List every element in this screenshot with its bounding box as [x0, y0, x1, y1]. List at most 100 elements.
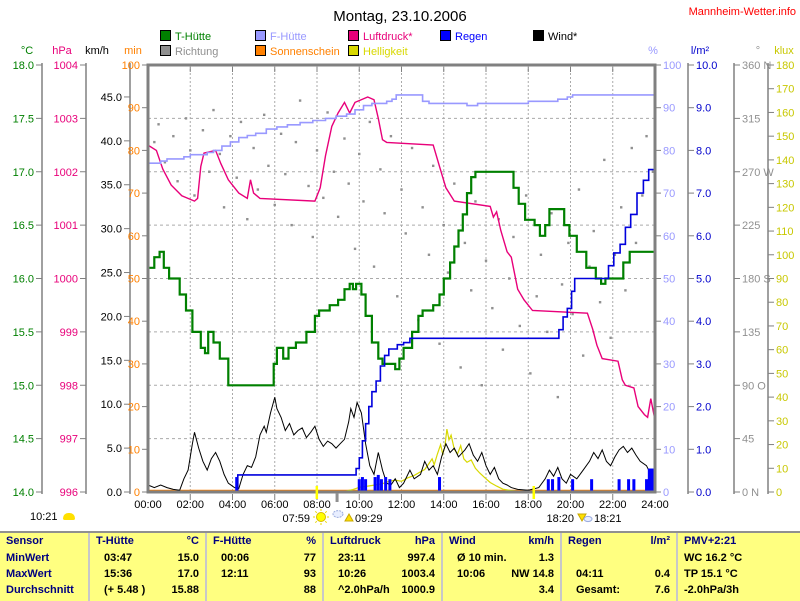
series-point-richtung	[172, 134, 175, 138]
axis-tick-label: 15.5	[13, 327, 34, 339]
series-point-richtung	[362, 200, 365, 203]
sun-icon	[313, 509, 329, 525]
axis-tick-label: 60	[776, 345, 788, 357]
series-point-richtung	[262, 113, 266, 117]
axis-tick-label: 170	[776, 84, 794, 96]
axis-tick-label: 999	[60, 327, 78, 339]
axis-tick-label: 996	[60, 487, 78, 499]
cell-value: hPa	[414, 535, 435, 547]
cell-text: Wind	[449, 535, 476, 547]
series-point-richtung	[218, 152, 222, 156]
series-point-richtung	[157, 123, 160, 126]
axis-tick-label: 45.0	[101, 92, 122, 104]
series-point-richtung	[634, 241, 638, 245]
axis-tick-label: 40	[776, 392, 788, 404]
axis-tick-label: 80	[776, 297, 788, 309]
table-column: T-Hütte °C 03:47 15.0 15:36 17.0 (+ 5.48 ) 15.8…	[88, 533, 205, 601]
series-point-richtung	[389, 134, 393, 138]
axis-unit-label: °C	[21, 45, 33, 57]
series-point-richtung	[372, 265, 376, 268]
series-point-richtung	[153, 140, 156, 144]
series-point-richtung	[598, 301, 602, 304]
table-cell: ^2.0hPa/h 1000.9	[324, 582, 441, 598]
cell-value: 88	[303, 584, 316, 596]
legend-swatch-icon	[160, 45, 171, 56]
legend-item-thtte: T-Hütte	[160, 30, 212, 43]
table-cell: 23:11 997.4	[324, 550, 441, 566]
x-axis-label: 04:00	[219, 499, 247, 511]
series-point-richtung	[524, 194, 528, 197]
series-bar-regen_bars	[438, 477, 442, 491]
series-point-richtung	[641, 194, 644, 197]
site-link[interactable]: Mannheim-Wetter.info	[688, 6, 796, 18]
series-point-richtung	[400, 188, 403, 191]
cell-text: T-Hütte	[96, 535, 134, 547]
table-cell: Wind km/h	[443, 533, 560, 550]
axis-tick-label: 90	[663, 103, 675, 115]
series-point-richtung	[267, 164, 270, 168]
series-point-richtung	[212, 108, 215, 112]
series-point-richtung	[446, 271, 450, 274]
axis-tick-label: 315	[742, 113, 760, 125]
axis-tick-label: 8.0	[696, 145, 711, 157]
series-point-richtung	[620, 206, 623, 209]
table-cell: T-Hütte °C	[90, 533, 205, 550]
axis-tick-label: 5.0	[107, 443, 122, 455]
axis-tick-label: 100	[776, 250, 794, 262]
series-point-richtung	[358, 152, 361, 156]
axis-tick-label: 4.0	[696, 316, 711, 328]
series-point-richtung	[298, 99, 302, 102]
cell-value: 1003.4	[401, 568, 435, 580]
legend-item-wind: Wind*	[533, 30, 578, 43]
axis-tick-label: 30	[663, 359, 675, 371]
legend-swatch-icon	[255, 30, 266, 41]
axis-tick-label: 25.0	[101, 268, 122, 280]
cell-value: 77	[303, 552, 316, 564]
series-point-richtung	[201, 129, 205, 132]
table-cell: Luftdruck hPa	[324, 533, 441, 550]
axis-tick-label: 100	[122, 60, 140, 72]
sunset-time-2: 18:21	[594, 513, 622, 525]
axis-tick-label: 7.0	[696, 188, 711, 200]
series-point-richtung	[189, 149, 192, 152]
cell-text	[568, 550, 576, 566]
x-axis-label: 18:00	[514, 499, 542, 511]
axis-unit-label: hPa	[52, 45, 72, 57]
axis-unit-label: %	[648, 45, 658, 57]
legend-label: Helligkeit	[363, 46, 408, 58]
series-point-richtung	[539, 253, 543, 256]
axis-tick-label: 14.0	[13, 487, 34, 499]
legend-label: Wind*	[548, 31, 578, 43]
axis-tick-label: 998	[60, 380, 78, 392]
x-axis-label: 06:00	[261, 499, 289, 511]
axis-tick-label: 1003	[54, 113, 78, 125]
cell-value: 17.0	[177, 568, 199, 580]
series-point-richtung	[326, 111, 329, 114]
cell-value: 0.4	[654, 568, 670, 580]
axis-tick-label: 20.0	[101, 311, 122, 323]
update-time: 10:21	[30, 511, 75, 523]
cell-text: Sensor	[6, 535, 44, 547]
axis-tick-label: 10.0	[696, 60, 717, 72]
table-cell: 00:06 77	[207, 550, 322, 566]
axis-tick-label: 135	[742, 327, 760, 339]
axis-tick-label: 70	[776, 321, 788, 333]
legend-swatch-icon	[255, 45, 266, 56]
series-point-richtung	[353, 247, 357, 251]
series-point-richtung	[588, 265, 591, 268]
cell-value: 3.4	[538, 584, 554, 596]
sun-down-icon	[577, 513, 593, 523]
legend-label: T-Hütte	[175, 31, 212, 43]
cell-value: %	[306, 535, 316, 547]
series-point-richtung	[491, 306, 494, 310]
series-line-regen_summe	[236, 167, 656, 493]
series-point-richtung	[535, 295, 538, 298]
series-point-richtung	[252, 146, 255, 150]
axis-tick-label: 6.0	[696, 231, 711, 243]
cell-text: Ø 10 min.	[457, 552, 507, 564]
series-point-richtung	[567, 241, 570, 245]
cell-text: F-Hütte	[213, 535, 252, 547]
axis-tick-label: 20	[128, 402, 140, 414]
